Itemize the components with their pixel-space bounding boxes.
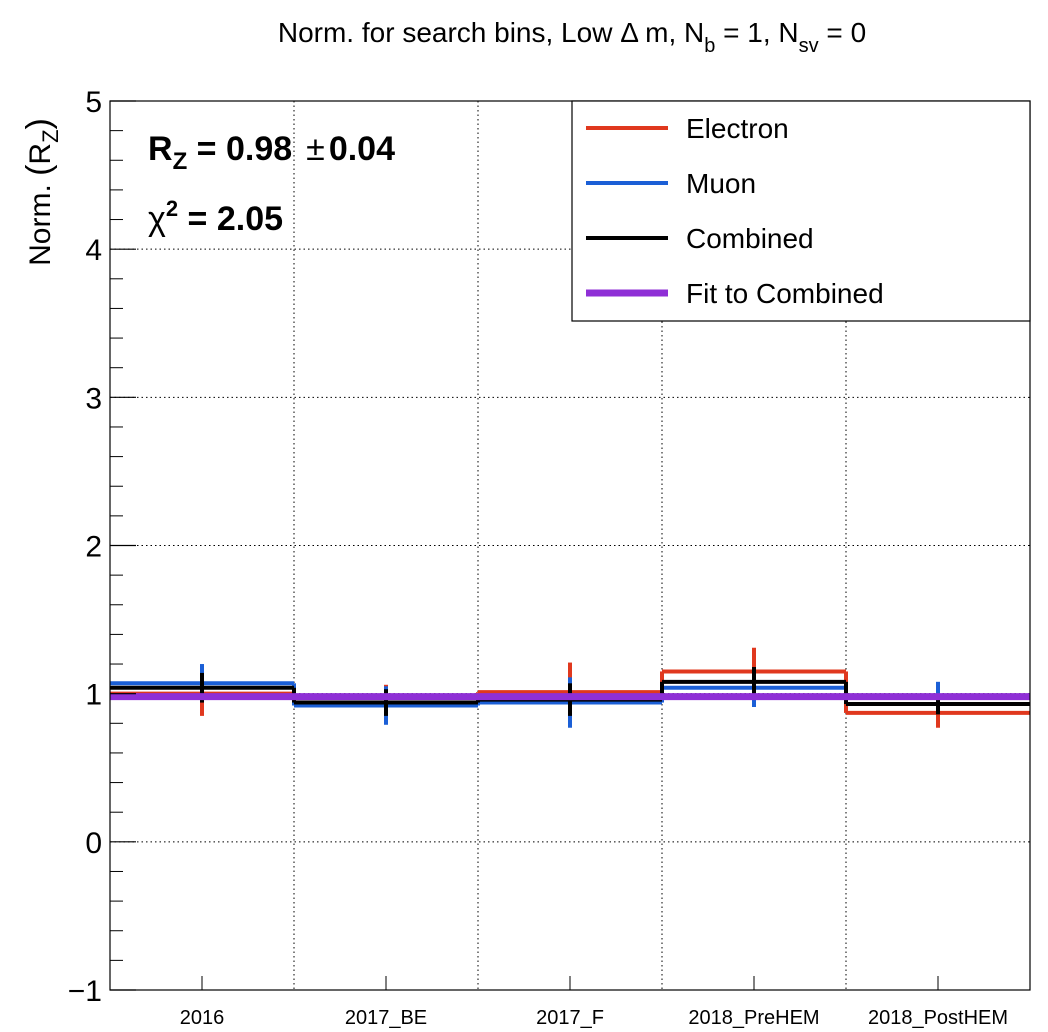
chart-title: Norm. for search bins, Low Δ m, Nb = 1, … bbox=[278, 17, 866, 57]
legend: Electron Muon Combined Fit to Combined bbox=[571, 100, 1031, 322]
legend-label: Muon bbox=[686, 168, 756, 199]
y-tick-label: −1 bbox=[68, 975, 102, 1008]
x-tick-label: 2017_BE bbox=[345, 1007, 427, 1029]
x-tick-label: 2018_PreHEM bbox=[688, 1007, 819, 1029]
y-tick-label: 5 bbox=[85, 86, 102, 119]
y-axis-label: Norm. (RZ) bbox=[20, 118, 63, 266]
y-label-r: R bbox=[24, 143, 57, 165]
y-tick-label: 0 bbox=[85, 827, 102, 860]
axis-layer: −1 0 1 2 3 4 5 2016 2017_BE 2017_F 2018_PreHEM 2018… bbox=[68, 86, 1031, 1029]
y-label-close: ) bbox=[20, 118, 58, 129]
legend-label: Electron bbox=[686, 113, 789, 144]
chi2-label: χ bbox=[148, 200, 166, 238]
chi2-sup: 2 bbox=[166, 196, 178, 221]
rz-err: 0.04 bbox=[329, 130, 395, 168]
legend-box bbox=[571, 100, 1031, 322]
y-tick-label: 3 bbox=[85, 382, 102, 415]
y-tick-label: 4 bbox=[85, 234, 102, 267]
title-m: m, N bbox=[637, 17, 704, 48]
rz-sub: Z bbox=[173, 148, 188, 175]
rz-value: = 0.98 bbox=[187, 130, 292, 168]
title-main: Norm. for search bins, Low bbox=[278, 17, 620, 48]
x-tick-label: 2016 bbox=[180, 1007, 225, 1029]
y-label-sub: Z bbox=[38, 129, 63, 142]
y-tick-label: 2 bbox=[85, 531, 102, 564]
title-mid: = 1, N bbox=[715, 17, 798, 48]
legend-entry: Fit to Combined bbox=[586, 278, 884, 309]
x-tick-label: 2018_PostHEM bbox=[868, 1007, 1008, 1029]
legend-entry: Muon bbox=[586, 168, 756, 199]
legend-entry: Combined bbox=[586, 223, 814, 254]
series-layer bbox=[110, 647, 1030, 728]
rz-pm: ± bbox=[306, 130, 325, 168]
rz-annotation: RZ = 0.98 ±0.04 bbox=[148, 130, 395, 175]
x-tick-label: 2017_F bbox=[536, 1007, 604, 1029]
y-label-open: ( bbox=[20, 164, 58, 176]
y-tick-label: 1 bbox=[85, 679, 102, 712]
title-sub-b: b bbox=[704, 35, 715, 57]
chi2-annotation: χ2 = 2.05 bbox=[148, 196, 283, 238]
title-delta: Δ bbox=[620, 17, 638, 48]
title-sub-sv: sv bbox=[799, 35, 819, 57]
rz-label: R bbox=[148, 130, 173, 168]
legend-label: Combined bbox=[686, 223, 814, 254]
y-label-main: Norm. bbox=[24, 176, 57, 266]
title-tail: = 0 bbox=[819, 17, 866, 48]
legend-entry: Electron bbox=[586, 113, 789, 144]
chi2-value: = 2.05 bbox=[178, 200, 283, 238]
legend-label: Fit to Combined bbox=[686, 278, 884, 309]
legend-entries: Electron Muon Combined Fit to Combined bbox=[586, 113, 884, 309]
